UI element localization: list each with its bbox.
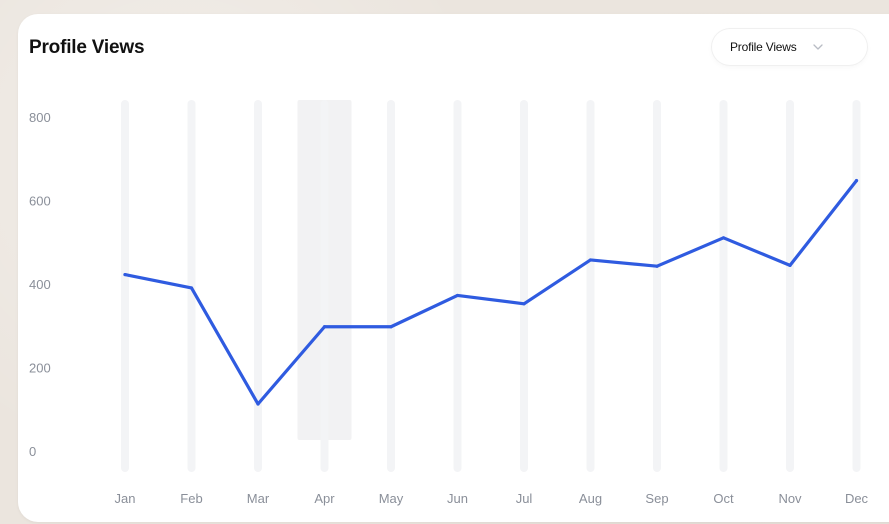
grid-band [786, 100, 794, 472]
data-point [256, 402, 260, 406]
x-tick-label: Jul [516, 491, 533, 506]
grid-band [320, 100, 329, 472]
x-tick-label: Jan [115, 491, 136, 506]
data-point [655, 264, 659, 268]
x-tick-label: Apr [314, 491, 335, 506]
data-point [123, 272, 127, 277]
data-point [455, 293, 460, 298]
data-point [522, 302, 526, 306]
data-point [788, 263, 792, 267]
data-point [721, 236, 726, 240]
x-tick-label: Sep [645, 491, 668, 506]
y-axis: 0 200 400 600 800 [29, 110, 51, 459]
data-point [389, 325, 393, 329]
x-tick-label: May [379, 491, 404, 506]
grid-band [586, 100, 595, 472]
metric-dropdown[interactable]: Profile Views [712, 29, 867, 65]
grid-band [187, 100, 196, 472]
x-axis: Jan Feb Mar Apr May Jun Jul Aug Sep Oct Nov Dec [115, 491, 869, 506]
grid-band [852, 100, 861, 472]
data-point [322, 325, 327, 329]
y-tick-label: 800 [29, 110, 51, 125]
y-tick-label: 200 [29, 361, 51, 376]
chevron-down-icon [811, 40, 825, 54]
card-title: Profile Views [29, 37, 145, 58]
x-tick-label: Aug [579, 491, 602, 506]
grid-band [387, 100, 395, 472]
x-tick-label: Feb [180, 491, 202, 506]
x-tick-label: Jun [447, 491, 468, 506]
data-point [588, 258, 593, 262]
y-tick-label: 600 [29, 194, 51, 209]
grid-band [520, 100, 528, 472]
data-point [854, 179, 859, 183]
y-tick-label: 0 [29, 444, 36, 459]
x-tick-label: Oct [713, 491, 734, 506]
y-tick-label: 400 [29, 277, 51, 292]
grid-band [653, 100, 661, 472]
grid-bands [121, 100, 861, 472]
series-line [123, 179, 859, 406]
series-layer [123, 179, 859, 406]
grid-band [121, 100, 129, 472]
grid-band [254, 100, 262, 472]
x-tick-label: Mar [247, 491, 270, 506]
dropdown-selected-label: Profile Views [730, 40, 797, 54]
data-point [189, 286, 194, 290]
x-tick-label: Nov [778, 491, 802, 506]
grid-band [453, 100, 462, 472]
x-tick-label: Dec [845, 491, 869, 506]
grid-band [719, 100, 728, 472]
